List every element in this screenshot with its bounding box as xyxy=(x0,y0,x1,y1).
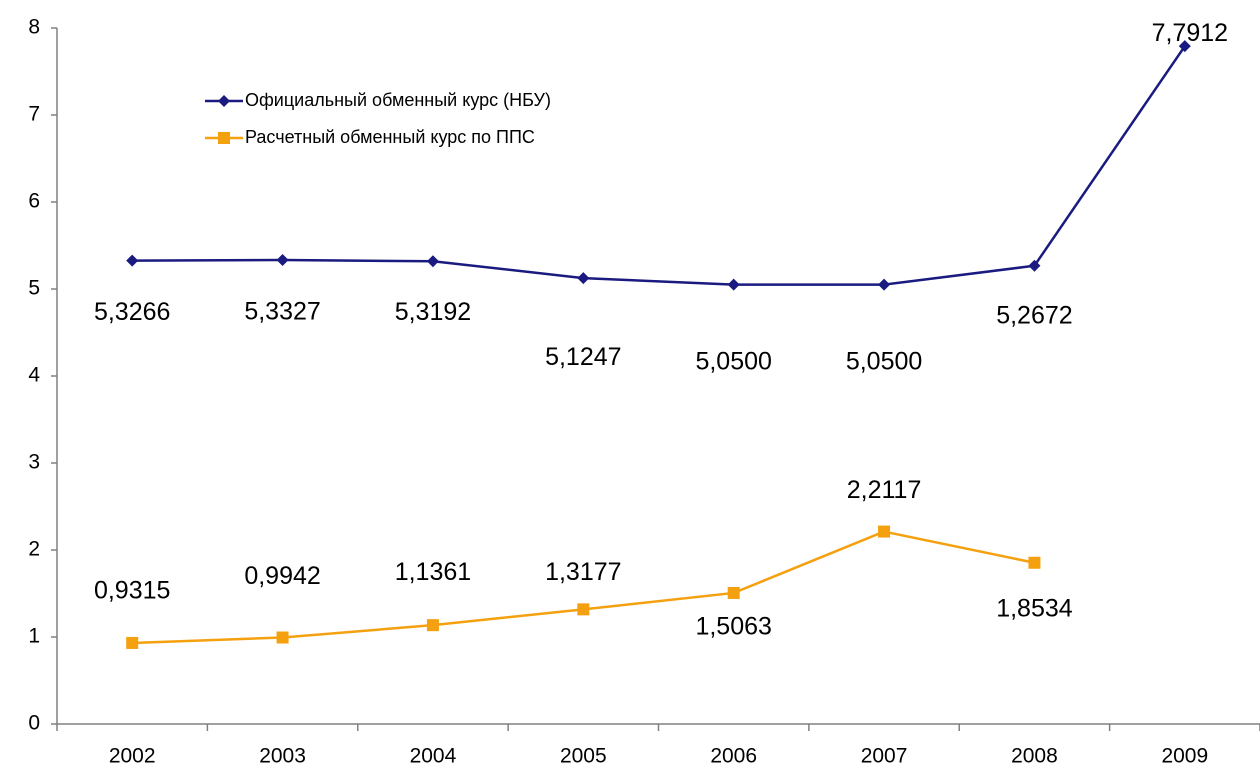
marker xyxy=(276,254,289,267)
value-label: 5,3266 xyxy=(94,298,170,326)
x-tick-label: 2003 xyxy=(259,745,306,768)
marker xyxy=(426,255,439,268)
value-label: 5,0500 xyxy=(846,347,922,375)
marker xyxy=(276,631,289,644)
y-tick-label: 0 xyxy=(28,712,40,735)
y-tick-label: 5 xyxy=(28,277,40,300)
x-tick-label: 2008 xyxy=(1011,745,1058,768)
marker xyxy=(878,278,891,291)
marker xyxy=(577,272,590,285)
value-label: 0,9942 xyxy=(244,562,320,590)
y-tick-label: 2 xyxy=(28,538,40,561)
value-label: 5,0500 xyxy=(695,347,771,375)
legend-label: Официальный обменный курс (НБУ) xyxy=(245,90,551,110)
y-tick-label: 3 xyxy=(28,451,40,474)
value-label: 5,3192 xyxy=(395,298,471,326)
marker xyxy=(577,603,590,616)
x-tick-label: 2009 xyxy=(1161,745,1208,768)
marker xyxy=(218,95,230,107)
marker xyxy=(727,586,740,599)
value-label: 1,8534 xyxy=(996,594,1073,622)
x-tick-label: 2007 xyxy=(861,745,908,768)
value-label: 7,7912 xyxy=(1152,19,1228,47)
marker xyxy=(126,636,139,649)
value-label: 1,1361 xyxy=(395,558,471,586)
x-tick-label: 2005 xyxy=(560,745,607,768)
y-tick-label: 8 xyxy=(28,16,40,39)
marker xyxy=(1178,40,1191,53)
value-label: 5,1247 xyxy=(545,343,621,371)
marker xyxy=(126,254,139,267)
marker xyxy=(426,619,439,632)
x-tick-label: 2002 xyxy=(109,745,156,768)
series-line xyxy=(132,45,1186,286)
y-tick-label: 4 xyxy=(28,364,40,387)
x-tick-label: 2004 xyxy=(410,745,457,768)
x-tick-label: 2006 xyxy=(710,745,757,768)
value-label: 5,2672 xyxy=(996,301,1072,329)
marker xyxy=(727,278,740,291)
y-tick-label: 6 xyxy=(28,190,40,213)
value-label: 2,2117 xyxy=(847,476,922,504)
y-tick-label: 1 xyxy=(28,625,40,648)
marker xyxy=(218,132,230,144)
marker xyxy=(1028,259,1041,272)
value-label: 5,3327 xyxy=(244,298,320,326)
legend-label: Расчетный обменный курс по ППС xyxy=(245,127,535,147)
y-tick-label: 7 xyxy=(28,103,40,126)
value-label: 1,5063 xyxy=(695,613,771,641)
marker xyxy=(1028,556,1041,569)
value-label: 1,3177 xyxy=(545,558,621,586)
marker xyxy=(878,525,891,538)
value-label: 0,9315 xyxy=(94,577,170,605)
